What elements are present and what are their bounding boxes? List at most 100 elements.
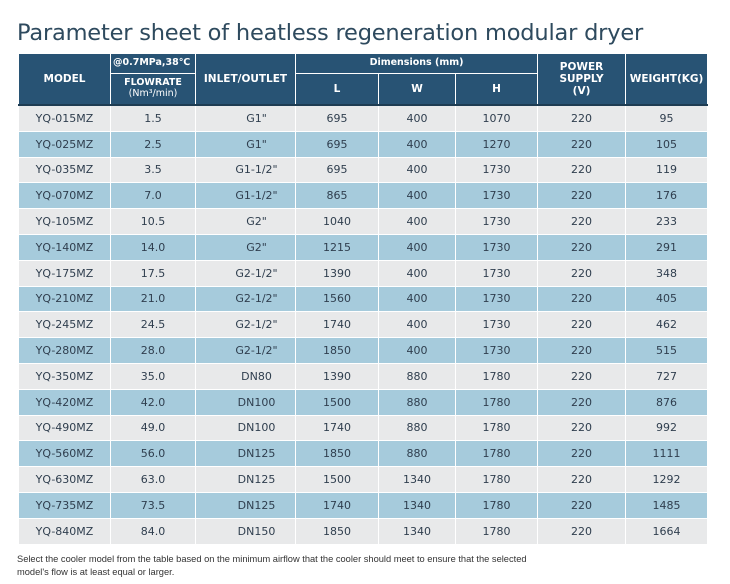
cell-model: YQ-015MZ [18,103,111,132]
cell-length: 1850 [295,337,379,364]
cell-width: 880 [378,362,456,390]
cell-width: 400 [378,182,456,209]
cell-model: YQ-630MZ [18,466,111,493]
cell-height: 1730 [454,208,539,235]
cell-inlet-outlet: G2-1/2" [195,337,296,364]
cell-width: 400 [378,130,456,158]
table-row: YQ-735MZ 73.5 DN125 1740 1340 1780 220 1485 [18,491,709,519]
cell-length: 865 [295,182,379,209]
table-row: YQ-350MZ 35.0 DN80 1390 880 1780 220 727 [18,362,709,390]
cell-height: 1780 [454,388,539,416]
cell-model: YQ-735MZ [18,491,111,519]
flowrate-label: FLOWRATE [124,77,182,89]
cell-power-supply: 220 [537,414,627,441]
cell-flowrate: 35.0 [110,362,196,390]
cell-width: 880 [378,388,456,416]
cell-model: YQ-175MZ [18,259,111,287]
cell-height: 1070 [454,103,539,132]
table-row: YQ-025MZ 2.5 G1" 695 400 1270 220 105 [18,130,709,158]
cell-flowrate: 28.0 [110,337,196,364]
cell-length: 695 [295,103,379,132]
power-supply-label: POWER SUPPLY [559,60,604,85]
cell-power-supply: 220 [537,259,627,287]
cell-model: YQ-140MZ [18,233,111,261]
table-row: YQ-035MZ 3.5 G1-1/2" 695 400 1730 220 119 [18,156,709,183]
cell-power-supply: 220 [537,440,627,467]
cell-inlet-outlet: G1" [195,103,296,132]
cell-model: YQ-490MZ [18,414,111,441]
cell-length: 1850 [295,517,379,544]
cell-flowrate: 3.5 [110,156,196,183]
cell-power-supply: 220 [537,233,627,261]
cell-height: 1730 [454,337,539,364]
cell-width: 400 [378,337,456,364]
cell-length: 1390 [295,259,379,287]
parameter-table: MODEL @0.7MPa,38℃ INLET/OUTLET Dimension… [18,54,709,544]
cell-model: YQ-420MZ [18,388,111,416]
cell-weight: 405 [625,285,709,312]
cell-length: 1390 [295,362,379,390]
header-inlet-outlet: INLET/OUTLET [195,54,296,106]
cell-weight: 291 [625,233,709,261]
cell-inlet-outlet: G2-1/2" [195,285,296,312]
cell-height: 1780 [454,440,539,467]
table-row: YQ-175MZ 17.5 G2-1/2" 1390 400 1730 220 348 [18,259,709,287]
cell-width: 400 [378,103,456,132]
cell-power-supply: 220 [537,337,627,364]
flowrate-unit: (Nm³/min) [128,88,178,99]
cell-model: YQ-840MZ [18,517,111,544]
cell-inlet-outlet: DN100 [195,388,296,416]
cell-height: 1730 [454,285,539,312]
cell-height: 1730 [454,182,539,209]
cell-flowrate: 14.0 [110,233,196,261]
cell-inlet-outlet: G1-1/2" [195,182,296,209]
cell-height: 1730 [454,311,539,338]
header-h: H [454,73,539,106]
cell-model: YQ-210MZ [18,285,111,312]
cell-weight: 233 [625,208,709,235]
cell-power-supply: 220 [537,362,627,390]
cell-flowrate: 7.0 [110,182,196,209]
cell-length: 695 [295,130,379,158]
cell-height: 1730 [454,156,539,183]
cell-weight: 1111 [625,440,709,467]
table-row: YQ-560MZ 56.0 DN125 1850 880 1780 220 1111 [18,440,709,467]
table-row: YQ-280MZ 28.0 G2-1/2" 1850 400 1730 220 515 [18,337,709,364]
cell-length: 1560 [295,285,379,312]
cell-model: YQ-035MZ [18,156,111,183]
cell-flowrate: 24.5 [110,311,196,338]
cell-inlet-outlet: DN125 [195,440,296,467]
cell-width: 1340 [378,466,456,493]
cell-width: 880 [378,414,456,441]
cell-weight: 1664 [625,517,709,544]
cell-width: 400 [378,285,456,312]
cell-weight: 876 [625,388,709,416]
cell-model: YQ-245MZ [18,311,111,338]
cell-width: 1340 [378,491,456,519]
cell-flowrate: 42.0 [110,388,196,416]
cell-width: 1340 [378,517,456,544]
cell-flowrate: 73.5 [110,491,196,519]
cell-power-supply: 220 [537,208,627,235]
cell-flowrate: 56.0 [110,440,196,467]
cell-flowrate: 49.0 [110,414,196,441]
table-row: YQ-070MZ 7.0 G1-1/2" 865 400 1730 220 176 [18,182,709,209]
cell-inlet-outlet: DN125 [195,491,296,519]
table-row: YQ-210MZ 21.0 G2-1/2" 1560 400 1730 220 405 [18,285,709,312]
footnote: Select the cooler model from the table b… [17,554,527,577]
cell-width: 400 [378,233,456,261]
cell-height: 1730 [454,233,539,261]
cell-length: 1740 [295,414,379,441]
cell-power-supply: 220 [537,466,627,493]
table-row: YQ-140MZ 14.0 G2" 1215 400 1730 220 291 [18,233,709,261]
table-row: YQ-630MZ 63.0 DN125 1500 1340 1780 220 1292 [18,466,709,493]
cell-model: YQ-025MZ [18,130,111,158]
cell-power-supply: 220 [537,388,627,416]
header-condition: @0.7MPa,38℃ [110,54,196,74]
cell-width: 400 [378,208,456,235]
cell-model: YQ-560MZ [18,440,111,467]
cell-height: 1780 [454,414,539,441]
cell-inlet-outlet: G2-1/2" [195,259,296,287]
header-weight: WEIGHT(KG) [625,54,709,106]
cell-inlet-outlet: DN125 [195,466,296,493]
